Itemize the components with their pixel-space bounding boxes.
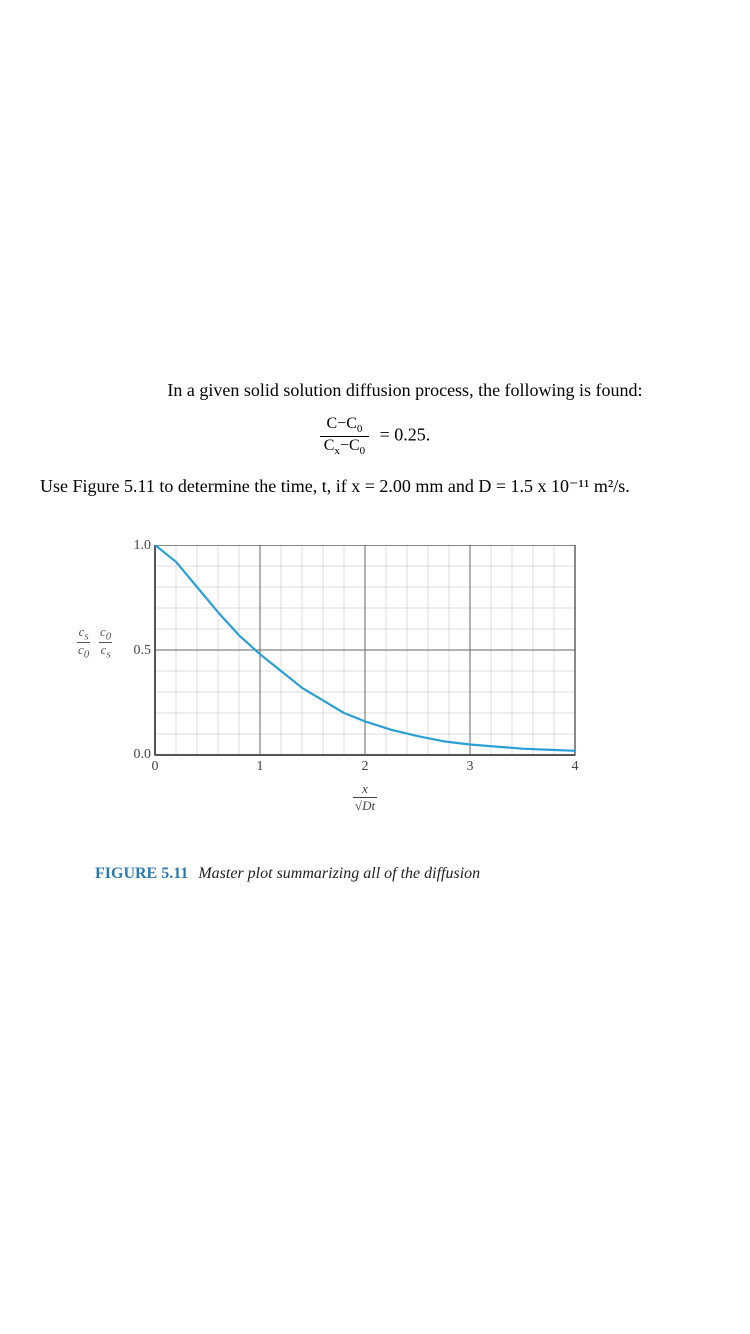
instruction-text: Use Figure 5.11 to determine the time, t… [40,476,710,497]
figure-caption-text: Master plot summarizing all of the diffu… [198,865,480,882]
den-c1: C [324,437,335,454]
num-sub: 0 [357,423,363,435]
equation-fraction: C−C0 Cx−C0 [320,415,369,458]
master-plot-chart [85,545,605,775]
x-axis-label: x √Dt [345,781,385,815]
num-c2: C [346,415,357,432]
den-sub1: x [334,445,340,457]
xl-num: x [353,781,377,798]
den-c2: C [349,437,360,454]
figure-label: FIGURE 5.11 [95,865,188,882]
intro-text: In a given solid solution diffusion proc… [40,380,710,401]
equation-value: = 0.25. [380,424,431,444]
page: In a given solid solution diffusion proc… [0,0,750,1334]
equation: C−C0 Cx−C0 = 0.25. [40,415,710,458]
den-sub2: 0 [360,445,366,457]
figure-caption: FIGURE 5.11 Master plot summarizing all … [95,865,605,883]
num-c1: C [326,415,337,432]
problem-content: In a given solid solution diffusion proc… [40,380,710,883]
chart-area: cs c0 c0 cs 1.0 0.5 0.0 0 1 2 3 4 [85,545,605,815]
figure-wrapper: cs c0 c0 cs 1.0 0.5 0.0 0 1 2 3 4 [85,545,605,883]
